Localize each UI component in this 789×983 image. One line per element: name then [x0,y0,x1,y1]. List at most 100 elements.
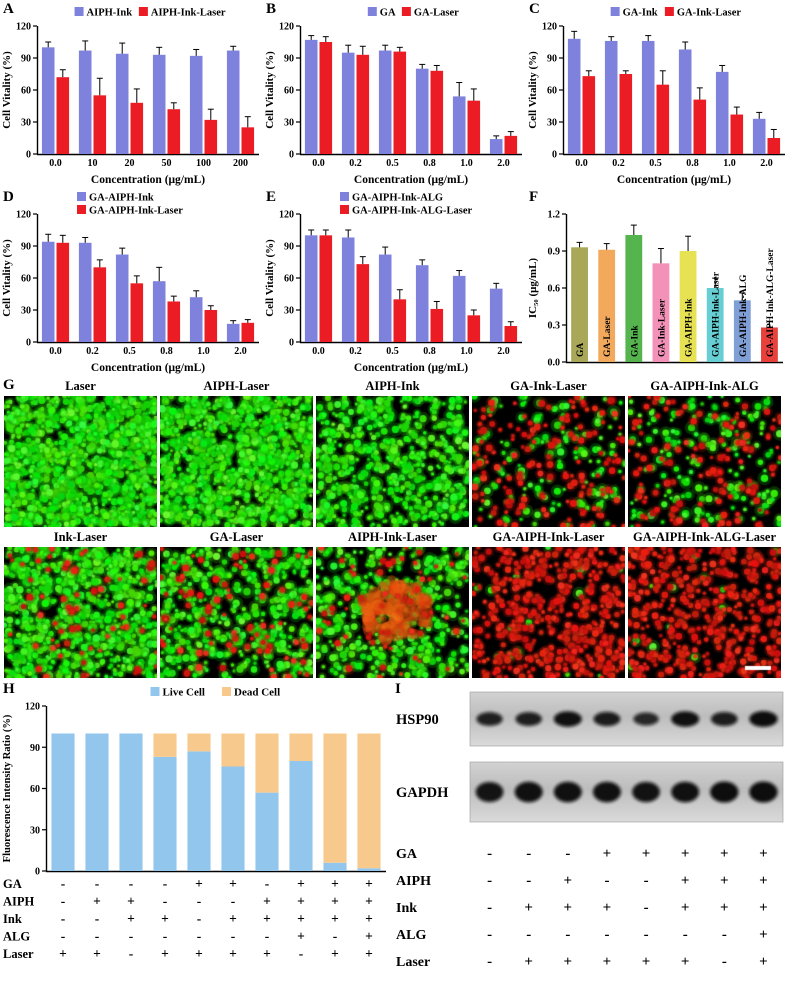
svg-text:GAPDH: GAPDH [396,785,449,801]
fluorescence-cell: GA-Laser [160,527,313,678]
svg-text:+: + [759,927,768,943]
svg-text:AIPH: AIPH [396,874,431,889]
svg-text:-: - [129,876,134,891]
svg-text:-: - [163,876,168,891]
fluorescence-image-aiph-ink [316,396,469,527]
svg-text:-: - [129,929,134,944]
svg-text:0.2: 0.2 [349,346,362,357]
svg-text:2.0: 2.0 [234,346,247,357]
svg-text:GA-AIPH-Ink: GA-AIPH-Ink [685,298,695,357]
svg-text:GA: GA [3,877,22,891]
svg-text:-: - [163,894,168,909]
fluorescence-image-label: Ink-Laser [53,530,108,544]
chart-B-cell-vitality: 0 30 60 90 120 Cell Vitality (%) Concentration… [264,7,522,186]
svg-text:ALG: ALG [3,930,30,944]
panel-A: A 0 30 60 90 120 Cell Vitality (%) Concentrati… [0,0,263,188]
svg-text:-: - [231,929,236,944]
svg-text:120: 120 [16,210,31,221]
svg-text:0.0: 0.0 [49,158,62,169]
svg-text:90: 90 [284,242,294,253]
svg-text:120: 120 [279,22,294,33]
svg-text:Concentration (μg/mL): Concentration (μg/mL) [91,174,205,186]
western-blot-panel: HSP90 GAPDH GA - - - + + + + + AIPH - - + - - + + + Ink - + + + -… [396,691,784,970]
fluorescence-image-ink-laser [4,547,157,678]
fluorescence-row-1: Laser AIPH-Laser AIPH-Ink GA-Ink-Laser GA-AI… [0,376,789,527]
fluorescence-image-label: GA-AIPH-Ink-Laser [492,530,605,544]
svg-text:Ink: Ink [3,912,22,926]
svg-text:-: - [526,846,531,862]
svg-text:90: 90 [547,54,557,65]
svg-text:+: + [720,846,729,862]
svg-text:90: 90 [30,743,40,754]
svg-text:-: - [487,954,492,970]
svg-text:+: + [195,946,203,961]
svg-text:HSP90: HSP90 [396,712,439,728]
fluorescence-cell: GA-AIPH-Ink-Laser [472,527,625,678]
svg-text:Concentration (μg/mL): Concentration (μg/mL) [354,362,468,374]
svg-text:0.8: 0.8 [686,158,699,169]
svg-text:-: - [722,927,727,943]
svg-text:1.0: 1.0 [723,158,736,169]
svg-text:+: + [331,911,339,926]
svg-text:+: + [297,876,305,891]
panel-letter-g: G [3,377,15,393]
svg-text:+: + [127,911,135,926]
svg-text:Live Cell: Live Cell [162,687,204,699]
svg-text:60: 60 [21,86,31,97]
svg-text:GA: GA [576,343,586,357]
svg-text:+: + [681,900,690,916]
fluorescence-cell: GA-Ink-Laser [472,376,625,527]
panel-B: B 0 30 60 90 120 Cell Vitality (%) Concentrati… [263,0,526,188]
svg-text:GA-Ink-Laser: GA-Ink-Laser [657,298,667,357]
chart-C-cell-vitality: 0 30 60 90 120 Cell Vitality (%) Concentration… [527,7,785,186]
panel-F: F 0.0 0.3 0.6 0.9 1.2 IC₅₀ (μg/mL) GA GA-Laser G… [526,188,789,376]
svg-text:+: + [365,946,373,961]
svg-text:0.5: 0.5 [386,158,399,169]
svg-text:-: - [644,927,649,943]
panel-E: E 0 30 60 90 120 Cell Vitality (%) Concentrati… [263,188,526,376]
fluorescence-cell: AIPH-Ink-Laser [316,527,469,678]
svg-text:+: + [297,894,305,909]
svg-text:0.6: 0.6 [548,284,561,295]
svg-text:+: + [759,846,768,862]
svg-text:Cell Vitality (%): Cell Vitality (%) [264,51,276,129]
svg-text:+: + [161,946,169,961]
svg-text:90: 90 [21,54,31,65]
svg-text:0.0: 0.0 [575,158,588,169]
svg-text:0: 0 [35,867,40,878]
svg-text:+: + [263,911,271,926]
svg-text:-: - [333,929,338,944]
svg-text:1.2: 1.2 [548,210,561,221]
svg-text:+: + [603,846,612,862]
svg-text:0.0: 0.0 [548,358,561,369]
svg-text:-: - [487,927,492,943]
svg-text:+: + [603,954,612,970]
svg-text:-: - [95,911,100,926]
fluorescence-image-label: AIPH-Ink [365,379,420,393]
svg-text:0: 0 [289,338,294,349]
svg-text:120: 120 [16,22,31,33]
svg-text:0.8: 0.8 [423,346,436,357]
svg-text:-: - [61,876,66,891]
fluorescence-cell: Laser [4,376,157,527]
svg-text:0: 0 [26,150,31,161]
svg-text:+: + [331,946,339,961]
svg-text:-: - [197,894,202,909]
svg-text:30: 30 [547,118,557,129]
svg-text:+: + [229,911,237,926]
svg-text:+: + [681,846,690,862]
svg-text:-: - [95,929,100,944]
svg-text:GA-Ink: GA-Ink [623,8,658,19]
svg-text:GA-AIPH-Ink-ALG-Laser: GA-AIPH-Ink-ALG-Laser [766,247,776,357]
svg-text:0.2: 0.2 [86,346,99,357]
svg-text:+: + [681,954,690,970]
svg-text:-: - [526,927,531,943]
svg-text:+: + [720,900,729,916]
fluorescence-cell: Ink-Laser [4,527,157,678]
svg-text:200: 200 [233,158,248,169]
panel-I: I HSP90 GAPDH GA - - - + + + + + AIPH - - + - - + + + Ink - + +… [392,680,789,983]
svg-text:+: + [681,873,690,889]
svg-text:Laser: Laser [396,955,430,970]
svg-text:2.0: 2.0 [760,158,773,169]
svg-text:-: - [299,946,304,961]
